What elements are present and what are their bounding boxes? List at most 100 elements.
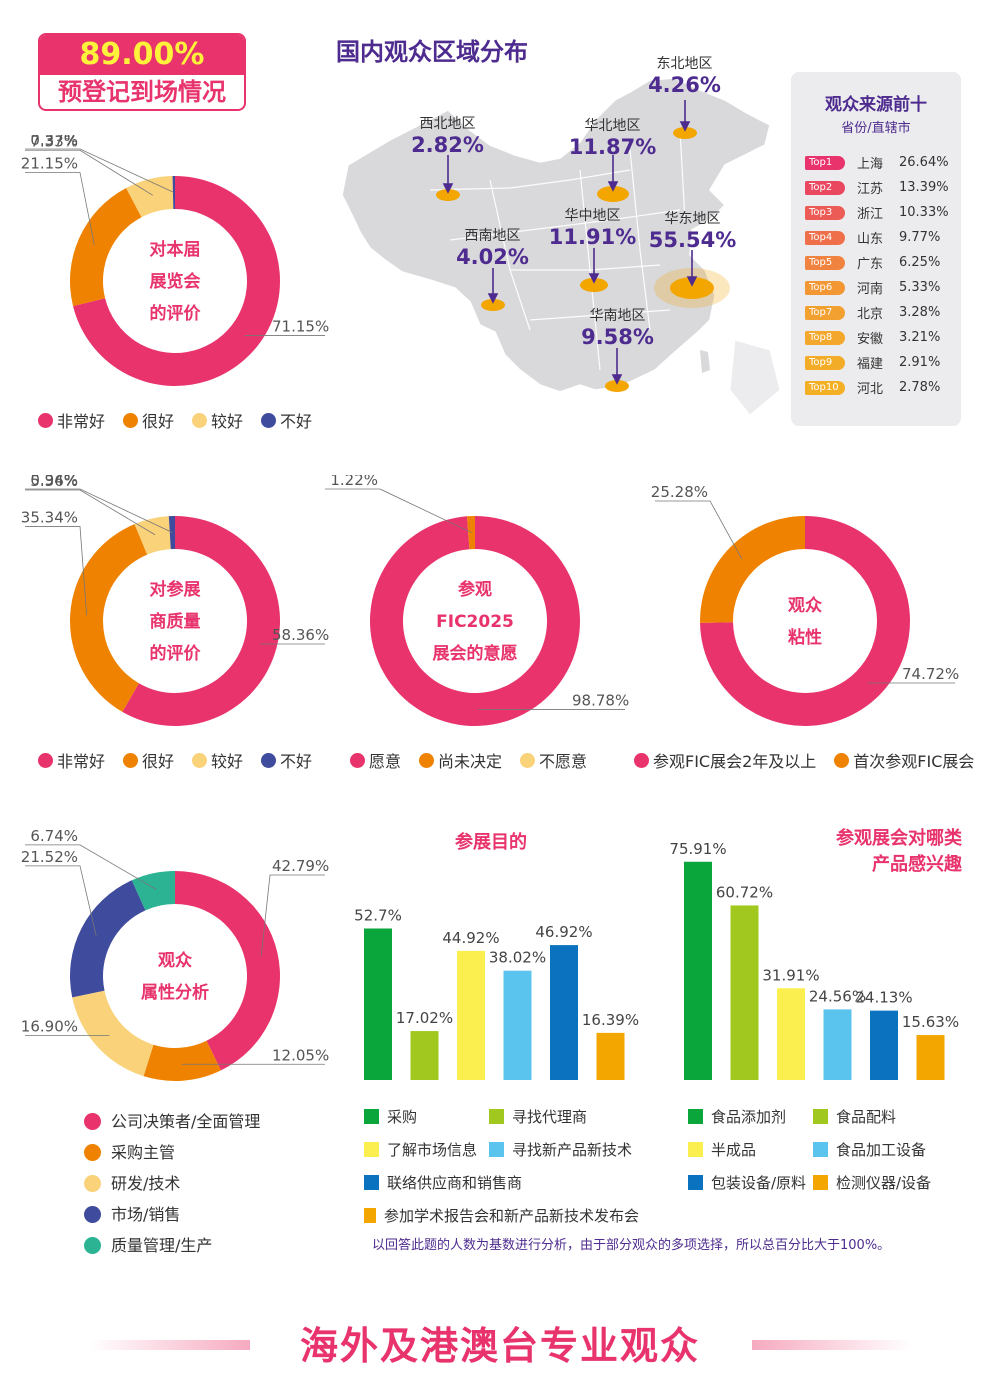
bar-value-label: 38.02%	[489, 949, 546, 967]
legend-visitor-attributes: 公司决策者/全面管理 采购主管 研发/技术 市场/销售 质量管理/生产	[84, 1106, 260, 1261]
legend-item: 参观FIC展会2年及以上	[634, 748, 816, 772]
legend-swatch	[84, 1144, 101, 1161]
map-landmass	[341, 77, 771, 393]
bar	[684, 861, 712, 1080]
legend-item: 不愿意	[520, 748, 587, 772]
bar-value-label: 75.91%	[670, 840, 727, 858]
slice-value-label: 16.90%	[21, 1017, 78, 1035]
legend-swatch	[38, 752, 53, 768]
slice-value-label: 98.78%	[572, 691, 629, 709]
rank-tag: Top10	[805, 380, 845, 395]
donut-center-label: 的评价	[150, 303, 202, 324]
bar-value-label: 44.92%	[442, 929, 499, 947]
legend-swatch	[688, 1142, 703, 1157]
rank-tag: Top9	[805, 355, 845, 370]
rank-tag: Top7	[805, 305, 845, 320]
legend-item: 非常好	[38, 748, 105, 772]
legend-item: 不好	[261, 408, 312, 432]
legend-exhibition-rating: 非常好 很好 较好 不好	[38, 408, 312, 432]
legend-swatch	[192, 412, 208, 428]
top10-row: Top5 广东 6.25%	[791, 250, 961, 275]
donut-center-label: FIC2025	[436, 612, 514, 632]
province-name: 上海	[857, 157, 884, 172]
legend-label: 食品添加剂	[711, 1108, 787, 1126]
slice-value-label: 74.72%	[902, 665, 959, 683]
region-northeast: 东北地区 4.26%	[648, 56, 721, 97]
attendance-rate: 89.00%	[40, 35, 244, 75]
donut-slice	[131, 871, 175, 911]
slice-value-label: 21.15%	[21, 155, 78, 173]
taiwan-shape	[700, 350, 710, 373]
slice-value-label: 42.79%	[272, 857, 329, 875]
donut-center-label: 粘性	[788, 627, 822, 648]
legend-item: 很好	[123, 408, 174, 432]
donut-slice	[73, 176, 281, 386]
legend-swatch	[38, 412, 53, 428]
donut-slice	[134, 516, 171, 555]
legend-item: 食品加工设备	[813, 1139, 963, 1160]
region-arrows	[442, 100, 698, 385]
bar	[870, 1010, 898, 1080]
bar-value-label: 24.56%	[809, 987, 866, 1005]
footer-title: 海外及港澳台专业观众	[299, 1324, 700, 1368]
donut-center-label: 展览会	[150, 271, 201, 292]
top10-row: Top1 上海 26.64%	[791, 150, 961, 175]
bar-chart-product-interest: 75.91% 60.72% 31.91% 24.56%24.13% 15.63%	[670, 840, 959, 1080]
legend-item: 寻找代理商	[489, 1106, 639, 1127]
legend-label: 公司决策者/全面管理	[111, 1112, 261, 1131]
donut-center-label: 展会的意愿	[433, 643, 518, 664]
top10-subtitle: 省份/直辖市	[841, 121, 911, 136]
legend-swatch	[123, 752, 139, 768]
legend-label: 半成品	[711, 1141, 757, 1159]
map-title: 国内观众区域分布	[336, 38, 528, 66]
donut-center-label: 商质量	[150, 611, 201, 632]
legend-swatch	[350, 752, 365, 768]
bar	[916, 1035, 945, 1080]
legend-swatch	[364, 1109, 379, 1124]
slice-value-label: 0.37%	[30, 135, 78, 149]
legend-label: 市场/销售	[111, 1205, 181, 1224]
top10-row: Top3 浙江 10.33%	[791, 200, 961, 225]
legend-swatch	[192, 752, 208, 768]
legend-item: 包装设备/原料	[688, 1172, 813, 1193]
bar-value-label: 16.39%	[582, 1011, 639, 1029]
legend-label: 食品加工设备	[836, 1141, 927, 1159]
donut-center-label: 观众	[787, 595, 823, 616]
slice-value-label: 71.15%	[272, 318, 329, 336]
legend-item: 不好	[261, 748, 312, 772]
donut-center-label: 观众	[157, 950, 193, 971]
top10-row: Top2 江苏 13.39%	[791, 175, 961, 200]
legend-item: 愿意	[350, 748, 401, 772]
top10-title: 观众来源前十	[825, 95, 927, 115]
province-pct: 2.78%	[899, 380, 941, 395]
bar	[410, 1031, 439, 1080]
province-name: 江苏	[857, 182, 884, 197]
province-pct: 3.28%	[899, 305, 941, 320]
legend-item: 公司决策者/全面管理	[84, 1106, 260, 1137]
donut-slice	[143, 1040, 221, 1081]
legend-visitor-loyalty: 参观FIC展会2年及以上 首次参观FIC展会	[634, 748, 974, 772]
slice-value-label: 7.33%	[30, 135, 78, 150]
top10-row: Top10 河北 2.78%	[791, 375, 961, 400]
legend-item: 较好	[192, 408, 243, 432]
legend-swatch	[489, 1142, 504, 1157]
legend-label: 了解市场信息	[387, 1141, 478, 1159]
legend-item: 食品添加剂	[688, 1106, 813, 1127]
china-map	[341, 77, 781, 416]
legend-product-interest: 食品添加剂 食品配料 半成品 食品加工设备 包装设备/原料 检测仪器/设备	[688, 1106, 978, 1193]
bar-value-label: 31.91%	[762, 966, 819, 984]
top10-panel: 观众来源前十 省份/直辖市 Top1 上海 26.64% Top2 江苏 13.39% To…	[791, 72, 961, 426]
donut-center-label: 对参展	[150, 579, 201, 600]
donut-slice	[70, 880, 146, 998]
bar-chart-exhibit-purpose: 52.7% 17.02% 44.92% 38.02% 46.92% 16.39%	[354, 906, 639, 1080]
rank-tag: Top2	[805, 180, 845, 195]
slice-value-label: 12.05%	[272, 1046, 329, 1064]
legend-label: 首次参观FIC展会	[853, 752, 975, 771]
leader-line	[25, 172, 95, 245]
legend-item: 参加学术报告会和新产品新技术发布会	[364, 1205, 639, 1226]
legend-exhibit-purpose: 采购 寻找代理商 了解市场信息 寻找新产品新技术 联络供应商和销售商 参加学术报告会和新产…	[364, 1106, 664, 1226]
bar1-title: 参展目的	[455, 832, 527, 853]
legend-swatch	[261, 412, 277, 428]
donut-visit-intention: 98.78% 1.22% 参观 FIC2025 展会的意愿	[325, 475, 629, 726]
